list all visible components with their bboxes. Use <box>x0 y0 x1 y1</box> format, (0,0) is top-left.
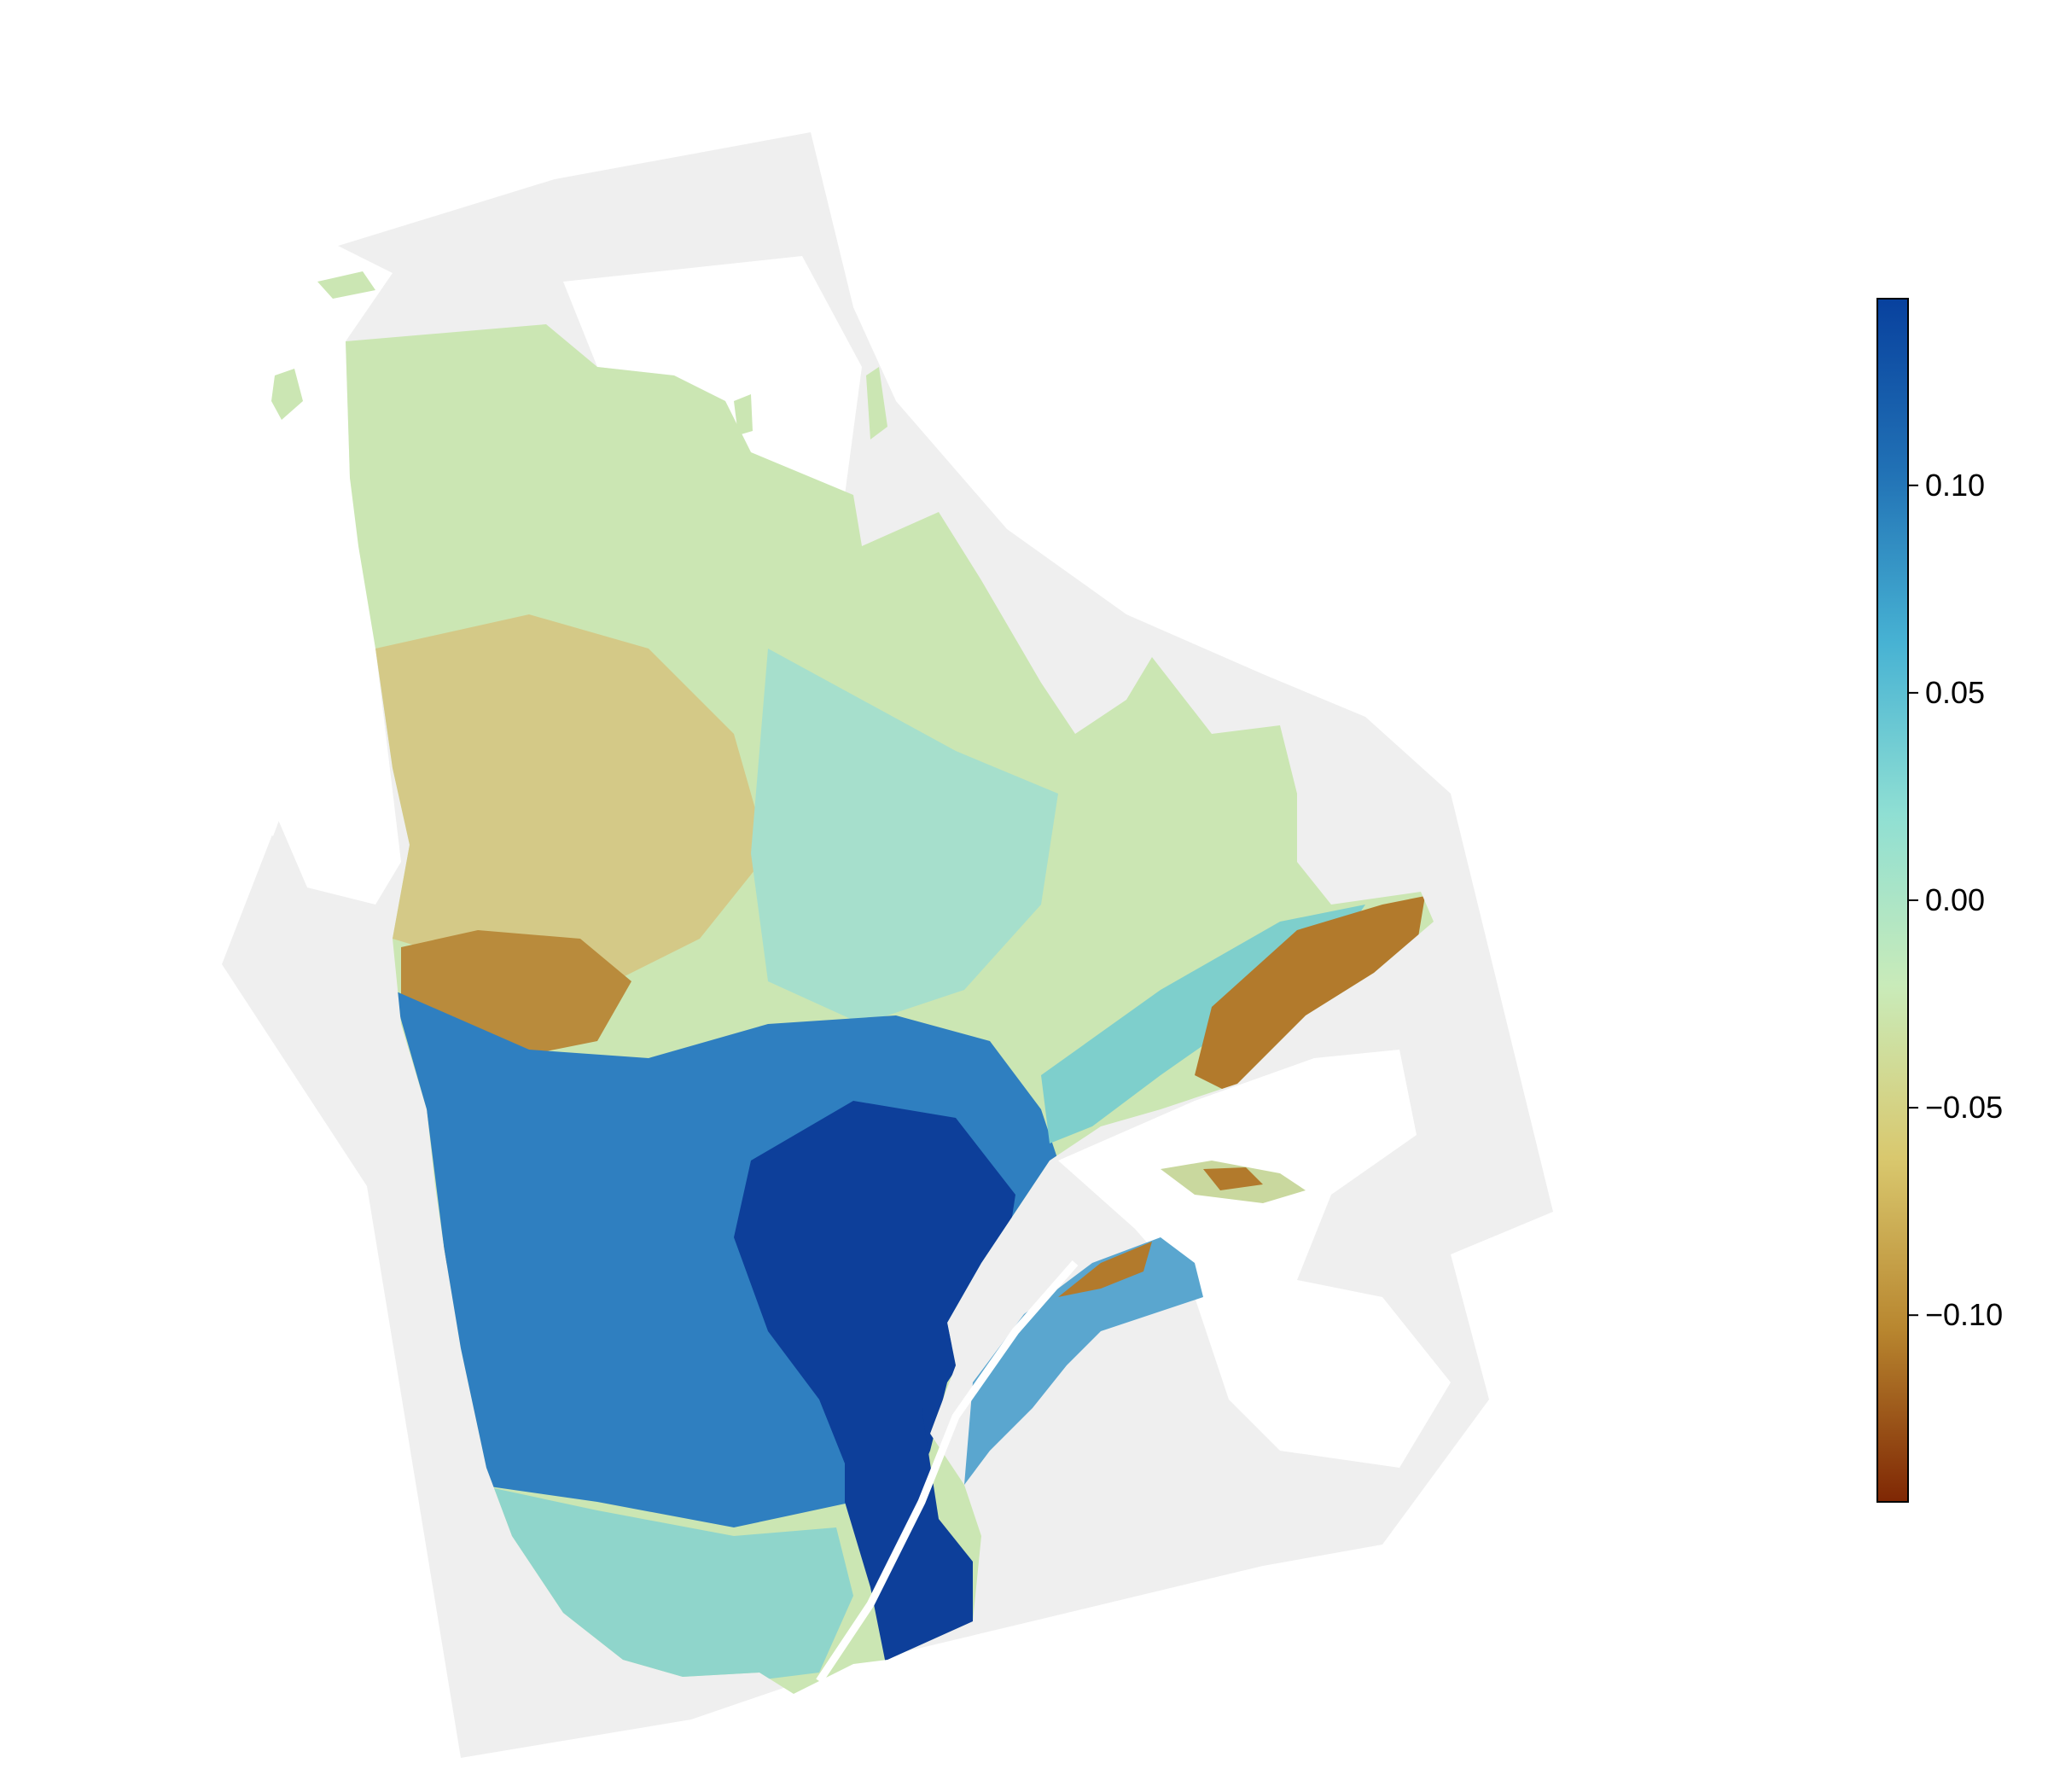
island-3 <box>734 394 753 435</box>
colorbar-tick-label: −0.05 <box>1925 1090 2003 1125</box>
island-4 <box>866 367 887 439</box>
island-1 <box>271 369 303 420</box>
colorbar-tick-label: 0.10 <box>1925 468 1985 503</box>
colorbar-tick-label: 0.05 <box>1925 675 1985 710</box>
colorbar-tick-label: −0.10 <box>1925 1297 2003 1332</box>
colorbar-gradient <box>1876 298 1909 1503</box>
gaspe-peninsula <box>964 1237 1203 1485</box>
gaspe-brown-edge <box>1058 1242 1152 1297</box>
region-north-shore-brown <box>1195 896 1425 1092</box>
colorbar-ticks: 0.10 0.05 0.00 −0.05 −0.10 <box>1908 468 2003 1332</box>
water-gulf <box>1058 1050 1451 1468</box>
gaspe-region <box>964 1161 1306 1485</box>
northern-islands <box>271 271 887 439</box>
anticosti-brown <box>1203 1167 1263 1190</box>
region-deep-blue-south <box>845 1408 973 1673</box>
island-2 <box>317 271 375 299</box>
colorbar-tick-label: 0.00 <box>1925 882 1985 917</box>
st-lawrence-river <box>816 1260 1079 1684</box>
region-central-teal <box>751 649 1058 1024</box>
colorbar: 0.10 0.05 0.00 −0.05 −0.10 <box>1876 298 2003 1503</box>
region-central-tan <box>375 614 768 990</box>
region-deep-blue <box>734 1101 1015 1510</box>
